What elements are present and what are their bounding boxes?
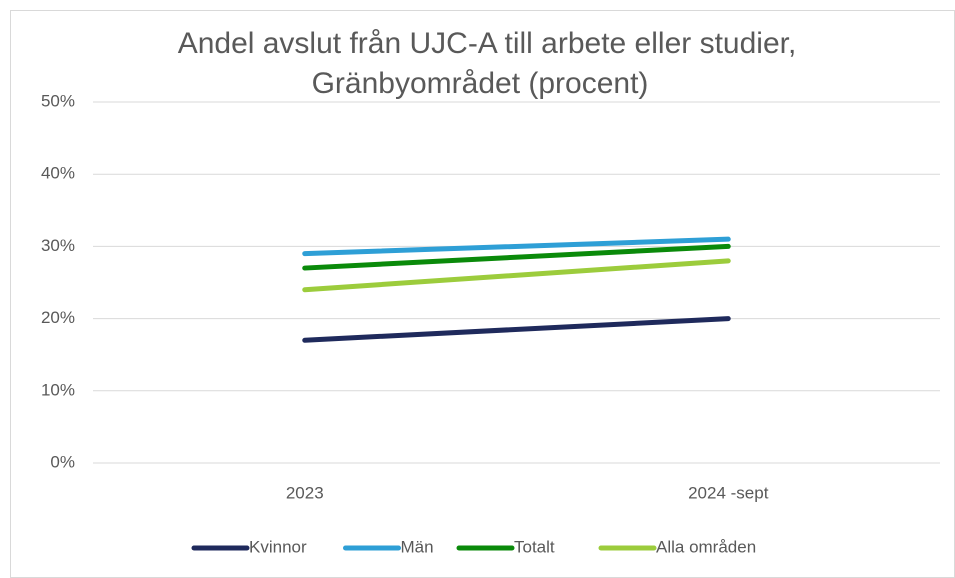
y-tick-label: 40% (41, 164, 75, 183)
series-line (302, 316, 731, 343)
legend-label: Alla områden (656, 537, 756, 556)
chart-title: Gränbyområdet (procent) (312, 67, 649, 100)
y-tick-label: 0% (50, 452, 75, 471)
series-line (302, 236, 731, 257)
x-tick-label: 2024 -sept (688, 483, 769, 502)
legend-label: Kvinnor (249, 537, 307, 556)
series-line (302, 243, 731, 271)
x-tick-label: 2023 (286, 483, 324, 502)
legend-label: Män (401, 537, 434, 556)
chart-frame (10, 10, 955, 578)
y-tick-label: 50% (41, 91, 75, 110)
y-tick-label: 30% (41, 236, 75, 255)
legend-label: Totalt (514, 537, 555, 556)
series-line (302, 258, 731, 293)
y-tick-label: 10% (41, 380, 75, 399)
chart-title: Andel avslut från UJC-A till arbete elle… (178, 27, 797, 60)
y-tick-label: 20% (41, 308, 75, 327)
